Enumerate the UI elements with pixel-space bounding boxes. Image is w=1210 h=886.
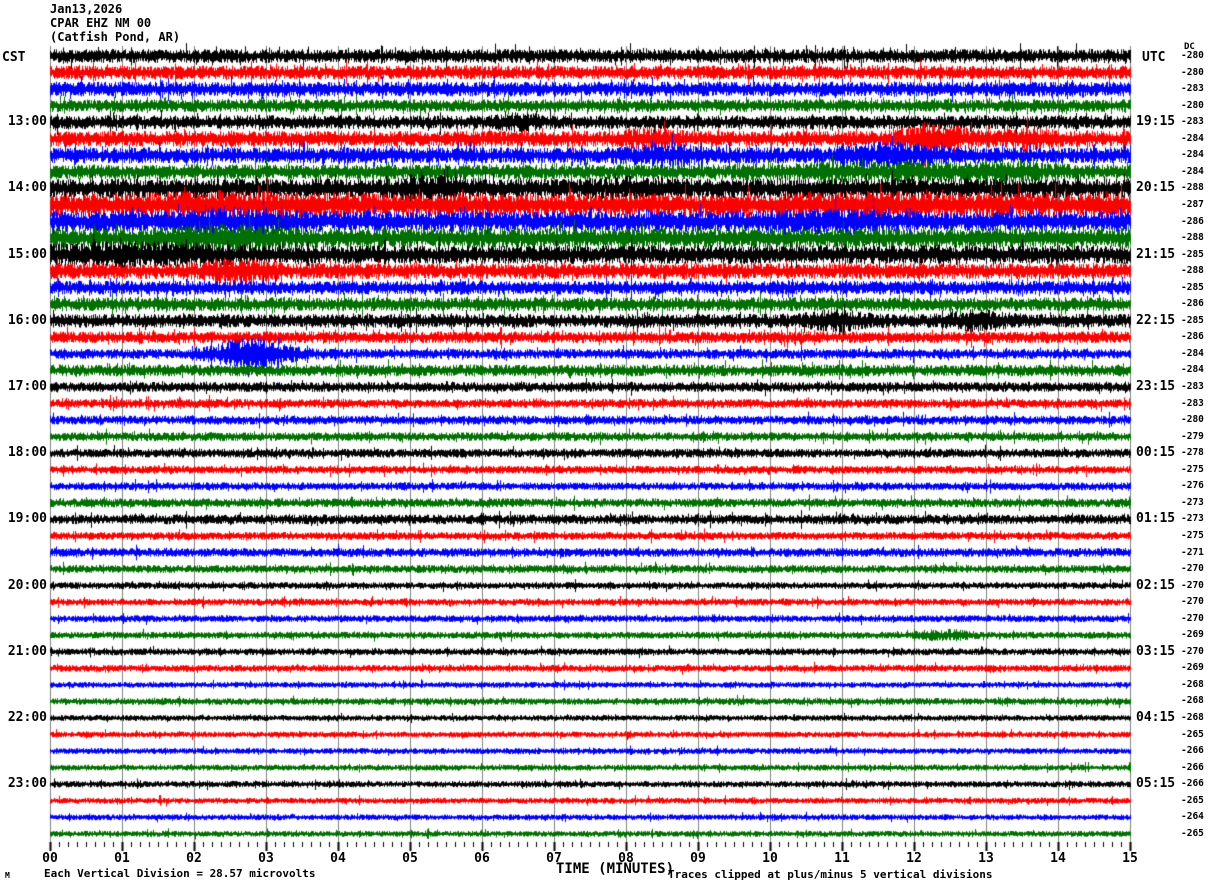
dc-value: -270 [1181, 645, 1204, 657]
utc-time-label: 23:15 [1136, 379, 1176, 394]
dc-value: -270 [1181, 596, 1204, 608]
dc-value: -285 [1181, 248, 1204, 260]
dc-value: -284 [1181, 364, 1204, 376]
dc-value: -286 [1181, 298, 1204, 310]
x-tick-label: 13 [978, 851, 994, 866]
dc-value: -284 [1181, 132, 1204, 144]
dc-value: -268 [1181, 712, 1204, 723]
cst-hour-label: 15:00 [7, 246, 47, 262]
dc-value: -273 [1181, 513, 1204, 525]
dc-value: -273 [1181, 496, 1204, 508]
dc-value: -266 [1181, 745, 1204, 757]
dc-value: -275 [1181, 463, 1204, 475]
dc-value: -283 [1181, 397, 1204, 409]
x-tick-label: 07 [546, 851, 562, 866]
dc-value: -286 [1181, 215, 1204, 227]
dc-value: -280 [1181, 99, 1204, 111]
dc-value: -287 [1181, 198, 1204, 210]
utc-time-label: 20:15 [1136, 180, 1176, 196]
x-tick-label: 01 [114, 851, 130, 866]
dc-value: -265 [1181, 728, 1204, 740]
dc-value: -271 [1181, 546, 1204, 558]
utc-time-label: 04:15 [1136, 710, 1176, 725]
dc-value: -275 [1181, 529, 1204, 541]
x-tick-label: 15 [1122, 851, 1138, 866]
clip-note: Traces clipped at plus/minus 5 vertical … [668, 868, 993, 881]
x-tick-label: 08 [618, 851, 634, 866]
cst-hour-label: 14:00 [7, 180, 47, 196]
dc-value: -270 [1181, 579, 1204, 591]
dc-value: -265 [1181, 794, 1204, 806]
dc-value: -270 [1181, 612, 1204, 624]
x-tick-label: 09 [690, 851, 706, 866]
dc-value: -288 [1181, 232, 1204, 244]
dc-value: -266 [1181, 778, 1204, 790]
dc-value: -279 [1181, 430, 1204, 442]
dc-value: -284 [1181, 149, 1204, 161]
cst-hour-label: 19:00 [7, 511, 47, 527]
dc-value: -278 [1181, 447, 1204, 459]
dc-value: -269 [1181, 629, 1204, 641]
dc-value: -283 [1181, 83, 1204, 95]
dc-value: -280 [1181, 414, 1204, 426]
x-tick-label: 02 [186, 851, 202, 866]
dc-value: -286 [1181, 331, 1204, 343]
dc-value: -288 [1181, 182, 1204, 194]
x-tick-label: 05 [402, 851, 418, 866]
dc-value: -268 [1181, 678, 1204, 690]
dc-value: -285 [1181, 281, 1204, 293]
cst-hour-label: 16:00 [7, 312, 47, 328]
x-tick-label: 10 [762, 851, 778, 866]
scale-note: Each Vertical Division = 28.57 microvolt… [44, 867, 316, 880]
x-tick-label: 00 [42, 851, 58, 866]
dc-value: -269 [1181, 662, 1204, 674]
utc-time-label: 03:15 [1136, 643, 1176, 659]
utc-time-label: 05:15 [1136, 776, 1176, 792]
dc-value: -270 [1181, 563, 1204, 575]
dc-value: -284 [1181, 165, 1204, 177]
dc-value: -283 [1181, 381, 1204, 392]
x-tick-label: 06 [474, 851, 490, 866]
dc-value: -283 [1181, 116, 1204, 128]
cst-hour-label: 20:00 [7, 577, 47, 593]
dc-value: -280 [1181, 66, 1204, 78]
cst-hour-label: 18:00 [7, 445, 47, 461]
utc-time-label: 21:15 [1136, 246, 1176, 262]
corner-mark: M [5, 871, 10, 880]
x-axis-title: TIME (MINUTES) [556, 861, 675, 877]
x-tick-label: 11 [834, 851, 850, 866]
dc-value: -284 [1181, 347, 1204, 359]
x-tick-label: 12 [906, 851, 922, 866]
dc-value: -288 [1181, 265, 1204, 277]
cst-hour-label: 13:00 [7, 114, 47, 130]
utc-time-label: 22:15 [1136, 312, 1176, 328]
x-tick-label: 14 [1050, 851, 1066, 866]
x-tick-label: 03 [258, 851, 274, 866]
utc-time-label: 02:15 [1136, 577, 1176, 593]
utc-time-label: 01:15 [1136, 511, 1176, 527]
dc-value: -280 [1181, 50, 1204, 61]
cst-hour-label: 21:00 [7, 643, 47, 659]
dc-value: -264 [1181, 811, 1204, 823]
dc-value: -285 [1181, 314, 1204, 326]
cst-hour-label: 23:00 [7, 776, 47, 792]
utc-time-label: 19:15 [1136, 114, 1176, 130]
utc-time-label: 00:15 [1136, 445, 1176, 461]
dc-value: -276 [1181, 480, 1204, 492]
cst-hour-label: 22:00 [7, 710, 47, 725]
dc-value: -268 [1181, 695, 1204, 707]
x-tick-label: 04 [330, 851, 346, 866]
cst-hour-label: 17:00 [7, 379, 47, 394]
dc-value: -265 [1181, 827, 1204, 839]
dc-value: -266 [1181, 761, 1204, 773]
